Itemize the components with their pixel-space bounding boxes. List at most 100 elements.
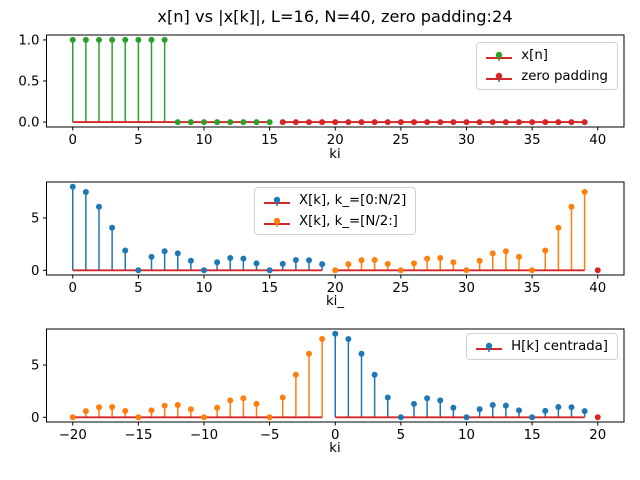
x-tick-label: −15 <box>124 428 152 443</box>
stem-marker <box>109 404 116 411</box>
x-tick-label: 25 <box>392 281 409 296</box>
xlabel-subplot-2: ki_ <box>325 294 345 309</box>
x-tick-label: −10 <box>190 428 218 443</box>
stem-marker <box>411 119 417 126</box>
stem-marker <box>148 253 155 260</box>
stem-marker <box>135 414 142 421</box>
y-tick-label: 1.0 <box>18 34 39 49</box>
x-tick-label: 10 <box>458 428 475 443</box>
stem-marker <box>463 414 470 421</box>
stem-marker <box>214 119 221 126</box>
stem-legend-handle-icon <box>486 51 513 61</box>
stem-marker <box>122 407 129 414</box>
stem-marker <box>502 402 509 409</box>
stem-marker <box>187 119 194 126</box>
stem-marker <box>96 36 102 43</box>
stem-marker <box>555 224 562 231</box>
legend-entry: zero padding <box>484 67 608 86</box>
stem-marker <box>384 119 391 126</box>
legend-subplot-3: H[k] centrada] <box>466 333 618 360</box>
legend-entry: H[k] centrada] <box>474 337 608 356</box>
stem-marker <box>240 119 247 126</box>
x-tick-label: 0 <box>69 281 77 296</box>
y-tick-label: 5 <box>31 359 39 374</box>
y-tick-label: 0.5 <box>18 75 39 90</box>
stem-marker <box>476 119 483 126</box>
x-tick-label: 10 <box>196 281 213 296</box>
stem-marker <box>424 395 431 402</box>
stem-marker <box>306 350 312 357</box>
stem-marker <box>529 414 536 421</box>
stem-marker <box>266 267 273 274</box>
x-tick-label: 30 <box>458 281 475 296</box>
stem-marker <box>240 395 247 402</box>
x-tick-label: 15 <box>524 428 541 443</box>
legend-entry: x[n] <box>484 46 608 65</box>
stem-marker <box>69 414 76 421</box>
stem-marker <box>266 119 273 126</box>
stem-marker <box>529 119 536 126</box>
stem-marker <box>227 254 234 261</box>
stem-marker <box>174 119 181 126</box>
x-tick-label: 35 <box>524 281 541 296</box>
stem-marker <box>463 119 470 126</box>
x-tick-label: 40 <box>589 133 606 148</box>
stem-marker <box>568 203 575 210</box>
stem-marker <box>96 404 102 411</box>
stem-marker <box>82 189 89 196</box>
stem-marker <box>135 267 142 274</box>
stem-marker <box>529 267 536 274</box>
stem-marker <box>437 254 444 261</box>
stem-marker <box>397 267 404 274</box>
x-tick-label: 20 <box>327 281 344 296</box>
legend-label: zero padding <box>521 69 608 84</box>
stem-marker <box>227 119 234 126</box>
stem-marker <box>279 119 286 126</box>
stem-marker <box>555 119 562 126</box>
x-tick-label: −5 <box>260 428 280 443</box>
stem-marker <box>555 404 562 411</box>
stem-marker <box>214 259 221 266</box>
stem-marker <box>69 183 76 190</box>
stem-marker <box>437 397 444 404</box>
xlabel-subplot-3: ki <box>329 441 341 456</box>
stem-marker <box>82 408 89 415</box>
stem-marker <box>542 407 549 414</box>
stem-marker <box>201 119 207 126</box>
stem-marker <box>253 260 260 267</box>
stem-marker <box>358 257 365 264</box>
stem-marker <box>384 260 391 267</box>
stem-marker <box>214 404 221 411</box>
legend-subplot-1: x[n] zero padding <box>476 42 618 90</box>
legend-entry: X[k], k_=[0:N/2] <box>262 191 406 210</box>
legend-entry: X[k], k_=[N/2:] <box>262 212 406 231</box>
stem-marker <box>345 119 352 126</box>
extra-point-marker <box>594 267 601 274</box>
stem-marker <box>174 250 181 257</box>
stem-marker <box>542 119 549 126</box>
legend-label: X[k], k_=[N/2:] <box>299 214 398 229</box>
stem-legend-handle-icon <box>264 196 290 206</box>
stem-marker <box>122 36 129 43</box>
stem-marker <box>371 119 378 126</box>
stem-marker <box>371 257 378 264</box>
stem-marker <box>148 36 155 43</box>
x-tick-label: 5 <box>134 281 142 296</box>
stem-marker <box>489 401 496 408</box>
stem-legend-handle-icon <box>264 217 290 227</box>
stem-marker <box>568 404 575 411</box>
stem-marker <box>450 404 457 411</box>
legend-label: x[n] <box>521 48 548 63</box>
stem-marker <box>292 257 299 264</box>
stem-marker <box>109 224 116 231</box>
stem-marker <box>187 257 194 264</box>
stem-marker <box>292 119 299 126</box>
stem-marker <box>489 250 496 257</box>
xlabel-subplot-1: ki <box>329 147 341 162</box>
stem-marker <box>174 401 181 408</box>
stem-marker <box>502 119 509 126</box>
stem-marker <box>345 336 352 343</box>
stem-marker <box>424 255 431 262</box>
